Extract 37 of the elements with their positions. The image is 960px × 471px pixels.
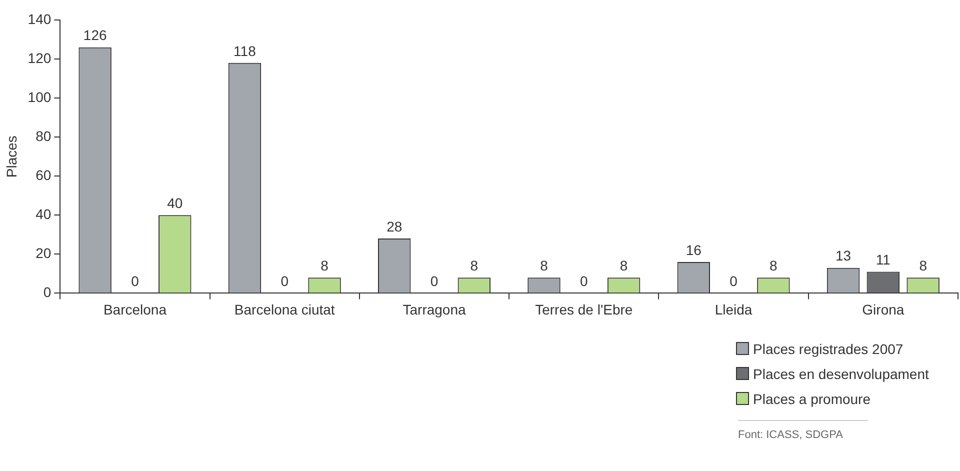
data-label: 0: [430, 273, 438, 290]
y-tick-label: 0: [43, 284, 52, 300]
data-label: 0: [580, 273, 588, 290]
text: Font: ICASS, SDGPA: [738, 429, 844, 441]
legend-label: Places en desenvolupament: [753, 366, 929, 382]
data-label: 0: [131, 273, 140, 290]
data-label: 8: [470, 257, 478, 274]
data-label: 8: [919, 257, 928, 274]
legend-label: Places a promoure: [753, 390, 871, 406]
y-axis-title: Places: [3, 136, 20, 178]
y-tick-label: 140: [28, 10, 52, 27]
data-label: 28: [386, 218, 402, 234]
data-label: 11: [876, 252, 891, 268]
x-tick-label: Lleida: [714, 301, 752, 318]
x-tick-label: Terres de l'Ebre: [535, 301, 633, 318]
data-label: 8: [320, 257, 329, 274]
data-label: 118: [234, 42, 256, 59]
y-tick-label: 80: [36, 128, 52, 144]
data-label: 8: [540, 257, 548, 274]
y-tick-label: 120: [28, 50, 52, 66]
data-label: 16: [686, 242, 702, 258]
x-tick-label: Girona: [862, 301, 904, 318]
y-tick-label: 60: [36, 166, 52, 183]
x-tick-label: Barcelona: [103, 301, 167, 318]
y-tick-label: 40: [36, 206, 52, 222]
legend-label: Places registrades 2007: [753, 340, 904, 356]
data-label: 0: [730, 273, 738, 290]
data-label: 40: [167, 195, 183, 211]
data-label: 8: [770, 257, 778, 274]
data-label: 8: [620, 257, 628, 274]
data-label: 0: [280, 273, 289, 290]
y-tick-label: 20: [36, 245, 52, 262]
x-tick-label: Barcelona ciutat: [234, 301, 335, 318]
data-label: 13: [835, 248, 852, 264]
data-label: 126: [83, 27, 107, 44]
x-tick-label: Tarragona: [402, 301, 466, 318]
y-tick-label: 100: [28, 88, 52, 105]
